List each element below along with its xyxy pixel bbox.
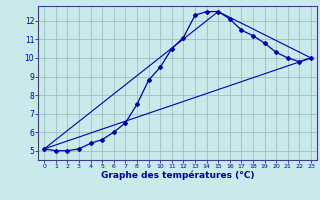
X-axis label: Graphe des températures (°C): Graphe des températures (°C) (101, 171, 254, 180)
